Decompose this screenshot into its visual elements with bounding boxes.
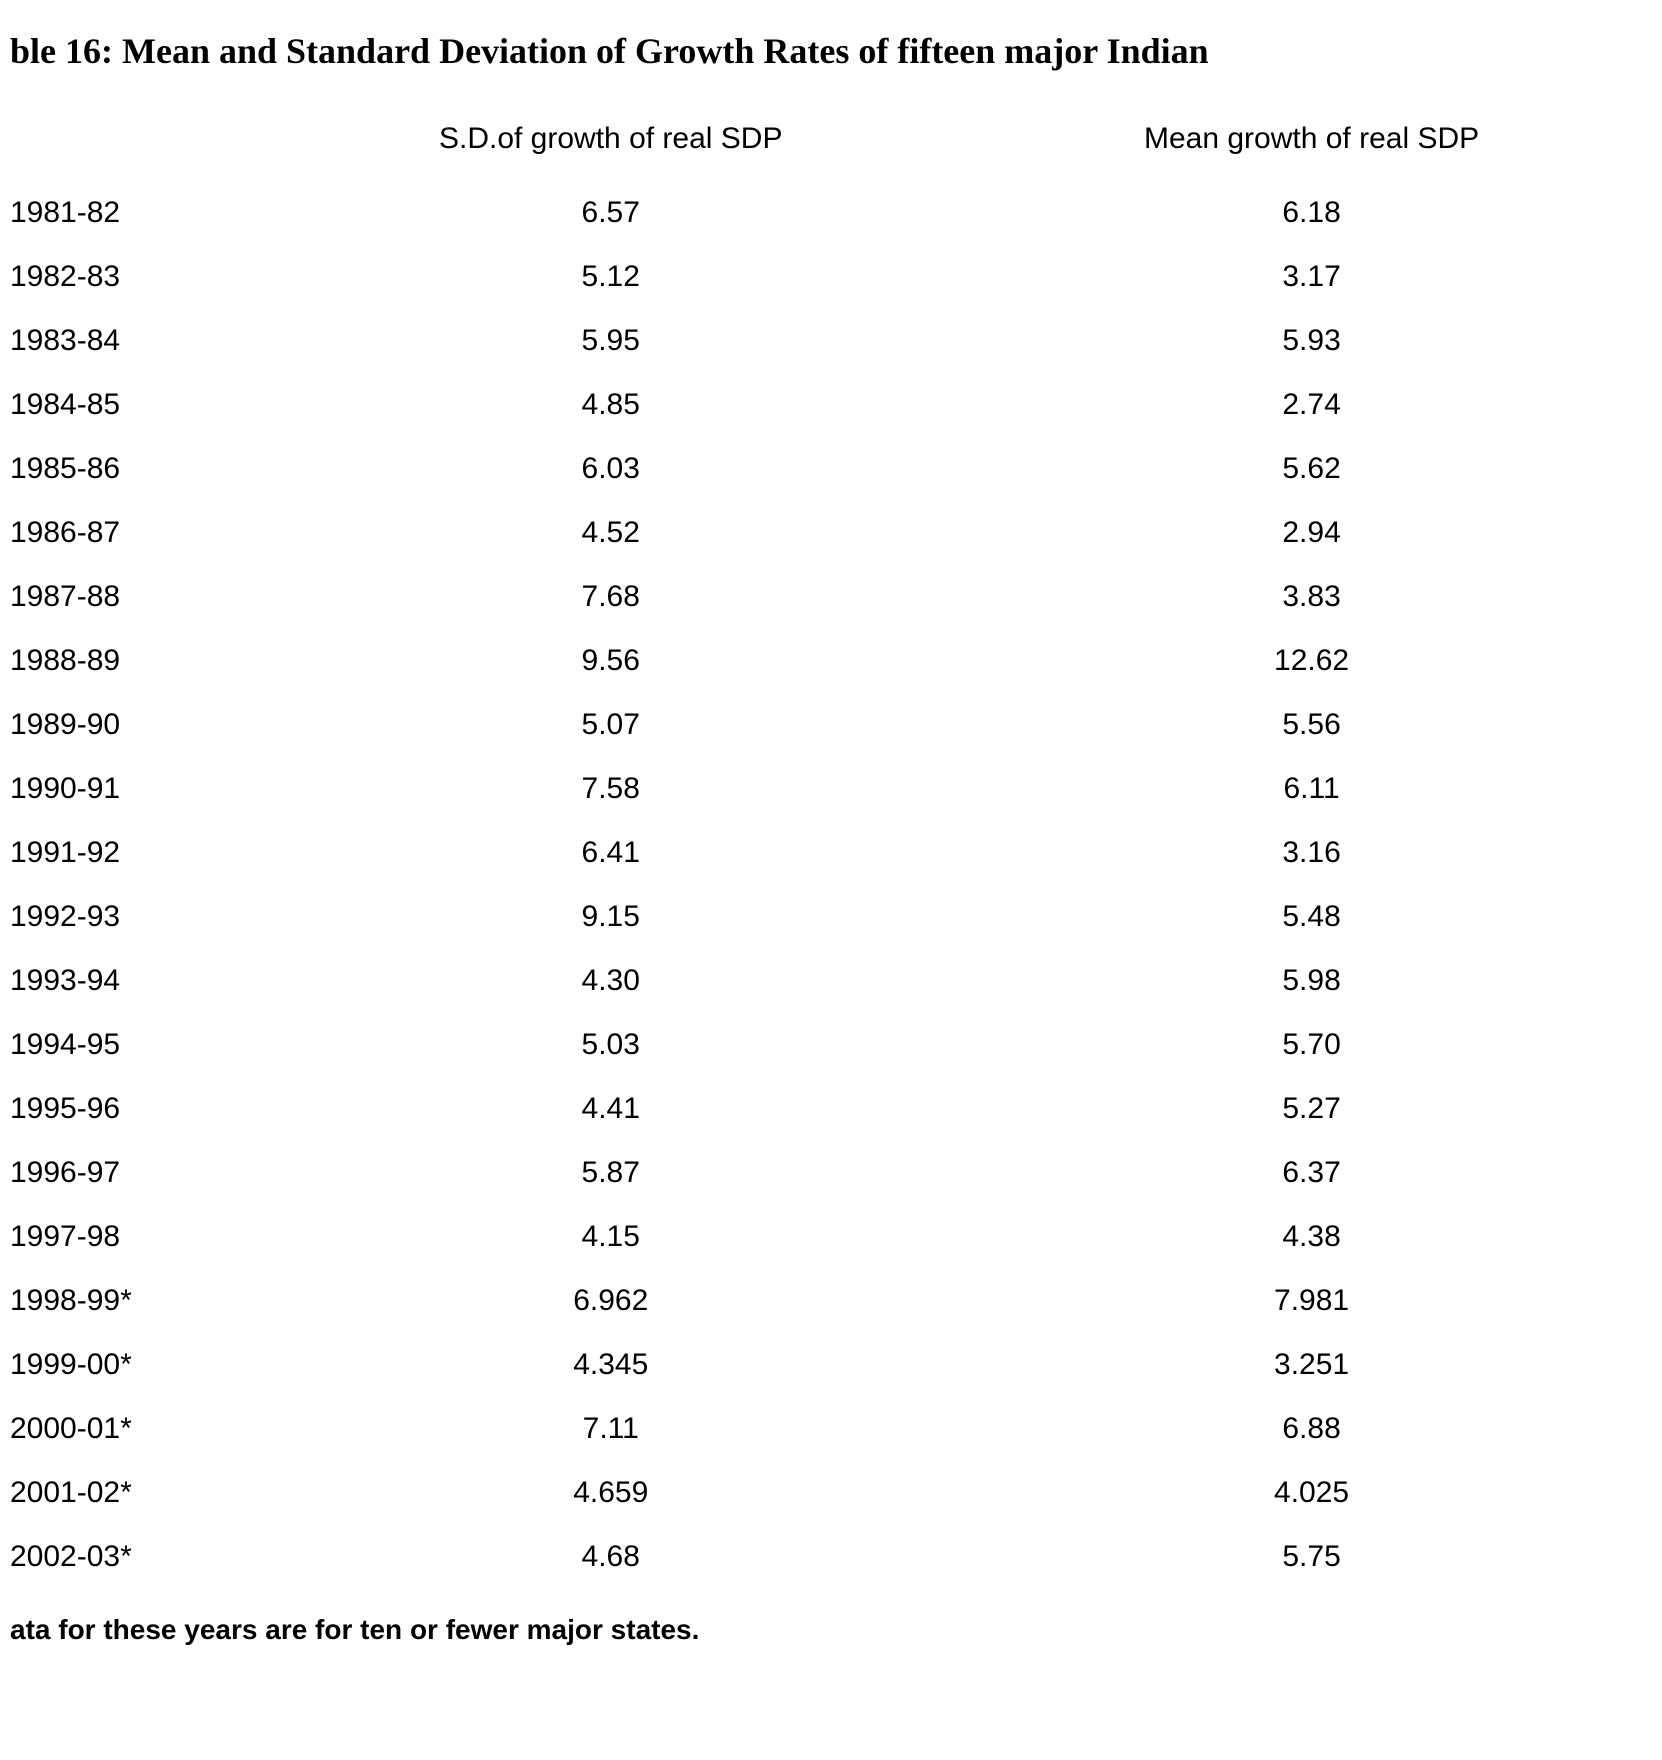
- cell-sd: 6.03: [260, 437, 961, 501]
- cell-mean: 6.11: [961, 757, 1662, 821]
- cell-sd: 7.68: [260, 565, 961, 629]
- table-row: 1988-899.5612.62: [0, 629, 1662, 693]
- cell-year: 1989-90: [0, 693, 260, 757]
- cell-sd: 7.11: [260, 1397, 961, 1461]
- cell-year: 1984-85: [0, 373, 260, 437]
- cell-sd: 6.57: [260, 181, 961, 245]
- cell-year: 1991-92: [0, 821, 260, 885]
- cell-sd: 9.15: [260, 885, 961, 949]
- cell-year: 2000-01*: [0, 1397, 260, 1461]
- table-row: 1981-826.576.18: [0, 181, 1662, 245]
- cell-mean: 4.38: [961, 1205, 1662, 1269]
- col-header-mean: Mean growth of real SDP: [961, 112, 1662, 181]
- cell-mean: 5.93: [961, 309, 1662, 373]
- table-row: 2001-02*4.6594.025: [0, 1461, 1662, 1525]
- cell-mean: 3.251: [961, 1333, 1662, 1397]
- cell-mean: 2.94: [961, 501, 1662, 565]
- cell-mean: 5.62: [961, 437, 1662, 501]
- cell-sd: 5.87: [260, 1141, 961, 1205]
- table-row: 1990-917.586.11: [0, 757, 1662, 821]
- cell-mean: 12.62: [961, 629, 1662, 693]
- data-table-container: S.D.of growth of real SDP Mean growth of…: [0, 112, 1662, 1589]
- cell-mean: 3.16: [961, 821, 1662, 885]
- cell-year: 1986-87: [0, 501, 260, 565]
- table-row: 1986-874.522.94: [0, 501, 1662, 565]
- cell-sd: 4.68: [260, 1525, 961, 1589]
- table-row: 1994-955.035.70: [0, 1013, 1662, 1077]
- cell-mean: 3.83: [961, 565, 1662, 629]
- cell-sd: 4.52: [260, 501, 961, 565]
- cell-sd: 4.30: [260, 949, 961, 1013]
- cell-year: 1990-91: [0, 757, 260, 821]
- table-row: 1983-845.955.93: [0, 309, 1662, 373]
- cell-sd: 6.962: [260, 1269, 961, 1333]
- cell-year: 1981-82: [0, 181, 260, 245]
- cell-year: 1987-88: [0, 565, 260, 629]
- cell-year: 1993-94: [0, 949, 260, 1013]
- cell-mean: 5.27: [961, 1077, 1662, 1141]
- table-row: 1999-00*4.3453.251: [0, 1333, 1662, 1397]
- table-title: ble 16: Mean and Standard Deviation of G…: [0, 30, 1662, 72]
- cell-mean: 5.98: [961, 949, 1662, 1013]
- cell-mean: 6.18: [961, 181, 1662, 245]
- table-row: 1982-835.123.17: [0, 245, 1662, 309]
- table-row: 1998-99*6.9627.981: [0, 1269, 1662, 1333]
- data-table-body: 1981-826.576.181982-835.123.171983-845.9…: [0, 181, 1662, 1589]
- col-header-sd: S.D.of growth of real SDP: [260, 112, 961, 181]
- cell-year: 1999-00*: [0, 1333, 260, 1397]
- cell-mean: 2.74: [961, 373, 1662, 437]
- cell-mean: 5.70: [961, 1013, 1662, 1077]
- cell-year: 2002-03*: [0, 1525, 260, 1589]
- cell-year: 2001-02*: [0, 1461, 260, 1525]
- cell-sd: 5.03: [260, 1013, 961, 1077]
- cell-sd: 6.41: [260, 821, 961, 885]
- table-row: 1993-944.305.98: [0, 949, 1662, 1013]
- table-row: 1996-975.876.37: [0, 1141, 1662, 1205]
- cell-sd: 4.345: [260, 1333, 961, 1397]
- cell-year: 1985-86: [0, 437, 260, 501]
- table-row: 1992-939.155.48: [0, 885, 1662, 949]
- table-row: 1985-866.035.62: [0, 437, 1662, 501]
- table-footnote: ata for these years are for ten or fewer…: [0, 1614, 1662, 1646]
- cell-year: 1994-95: [0, 1013, 260, 1077]
- cell-year: 1998-99*: [0, 1269, 260, 1333]
- cell-year: 1983-84: [0, 309, 260, 373]
- table-row: 1987-887.683.83: [0, 565, 1662, 629]
- cell-mean: 4.025: [961, 1461, 1662, 1525]
- table-row: 2000-01*7.116.88: [0, 1397, 1662, 1461]
- table-row: 1984-854.852.74: [0, 373, 1662, 437]
- table-row: 1989-905.075.56: [0, 693, 1662, 757]
- cell-sd: 5.07: [260, 693, 961, 757]
- cell-sd: 5.12: [260, 245, 961, 309]
- cell-sd: 4.15: [260, 1205, 961, 1269]
- cell-year: 1988-89: [0, 629, 260, 693]
- cell-sd: 7.58: [260, 757, 961, 821]
- cell-sd: 4.659: [260, 1461, 961, 1525]
- cell-mean: 5.75: [961, 1525, 1662, 1589]
- cell-mean: 7.981: [961, 1269, 1662, 1333]
- cell-mean: 5.48: [961, 885, 1662, 949]
- cell-year: 1996-97: [0, 1141, 260, 1205]
- cell-sd: 9.56: [260, 629, 961, 693]
- table-row: 2002-03*4.685.75: [0, 1525, 1662, 1589]
- table-row: 1991-926.413.16: [0, 821, 1662, 885]
- cell-sd: 4.85: [260, 373, 961, 437]
- table-row: 1997-984.154.38: [0, 1205, 1662, 1269]
- data-table: S.D.of growth of real SDP Mean growth of…: [0, 112, 1662, 1589]
- cell-year: 1992-93: [0, 885, 260, 949]
- cell-mean: 6.37: [961, 1141, 1662, 1205]
- cell-sd: 4.41: [260, 1077, 961, 1141]
- cell-year: 1997-98: [0, 1205, 260, 1269]
- cell-year: 1982-83: [0, 245, 260, 309]
- cell-mean: 6.88: [961, 1397, 1662, 1461]
- table-header-row: S.D.of growth of real SDP Mean growth of…: [0, 112, 1662, 181]
- cell-year: 1995-96: [0, 1077, 260, 1141]
- col-header-year: [0, 112, 260, 181]
- table-row: 1995-964.415.27: [0, 1077, 1662, 1141]
- cell-sd: 5.95: [260, 309, 961, 373]
- cell-mean: 5.56: [961, 693, 1662, 757]
- cell-mean: 3.17: [961, 245, 1662, 309]
